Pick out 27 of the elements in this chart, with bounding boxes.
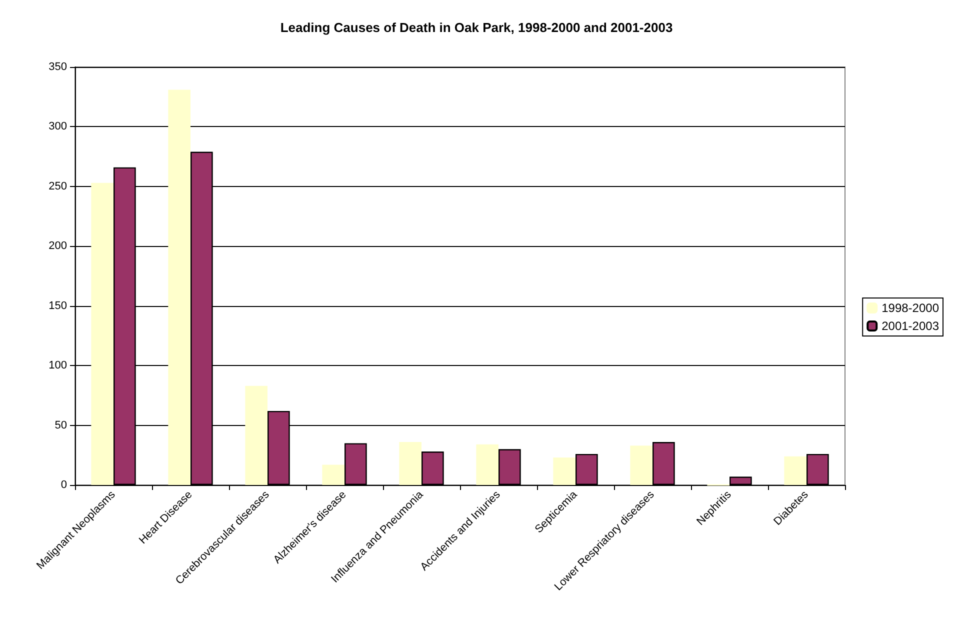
- bar: [553, 458, 576, 485]
- bar: [422, 452, 444, 485]
- bar: [652, 442, 675, 485]
- bar: [322, 464, 344, 485]
- y-tick-label: 50: [54, 419, 67, 432]
- y-tick-label: 350: [48, 61, 67, 73]
- bar: [784, 456, 806, 485]
- bar: [245, 386, 268, 485]
- bar: [344, 443, 367, 485]
- chart-title: Leading Causes of Death in Oak Park, 1998-2000 and 2001-2003: [280, 20, 673, 35]
- bar: [806, 454, 829, 485]
- y-tick-label: 300: [48, 120, 67, 133]
- bar: [576, 454, 598, 485]
- legend-label: 2001-2003: [882, 319, 940, 333]
- y-tick-label: 0: [60, 479, 67, 491]
- y-tick-label: 200: [48, 240, 67, 252]
- y-tick-label: 150: [48, 300, 67, 312]
- bar: [399, 442, 422, 485]
- bar: [168, 90, 190, 485]
- bar: [498, 449, 521, 485]
- bar: [730, 476, 752, 485]
- bar: [91, 182, 114, 485]
- bar: [476, 444, 498, 485]
- bar: [630, 446, 652, 485]
- y-tick-label: 250: [48, 180, 67, 192]
- y-tick-label: 100: [48, 360, 67, 372]
- legend-label: 1998-2000: [882, 301, 940, 315]
